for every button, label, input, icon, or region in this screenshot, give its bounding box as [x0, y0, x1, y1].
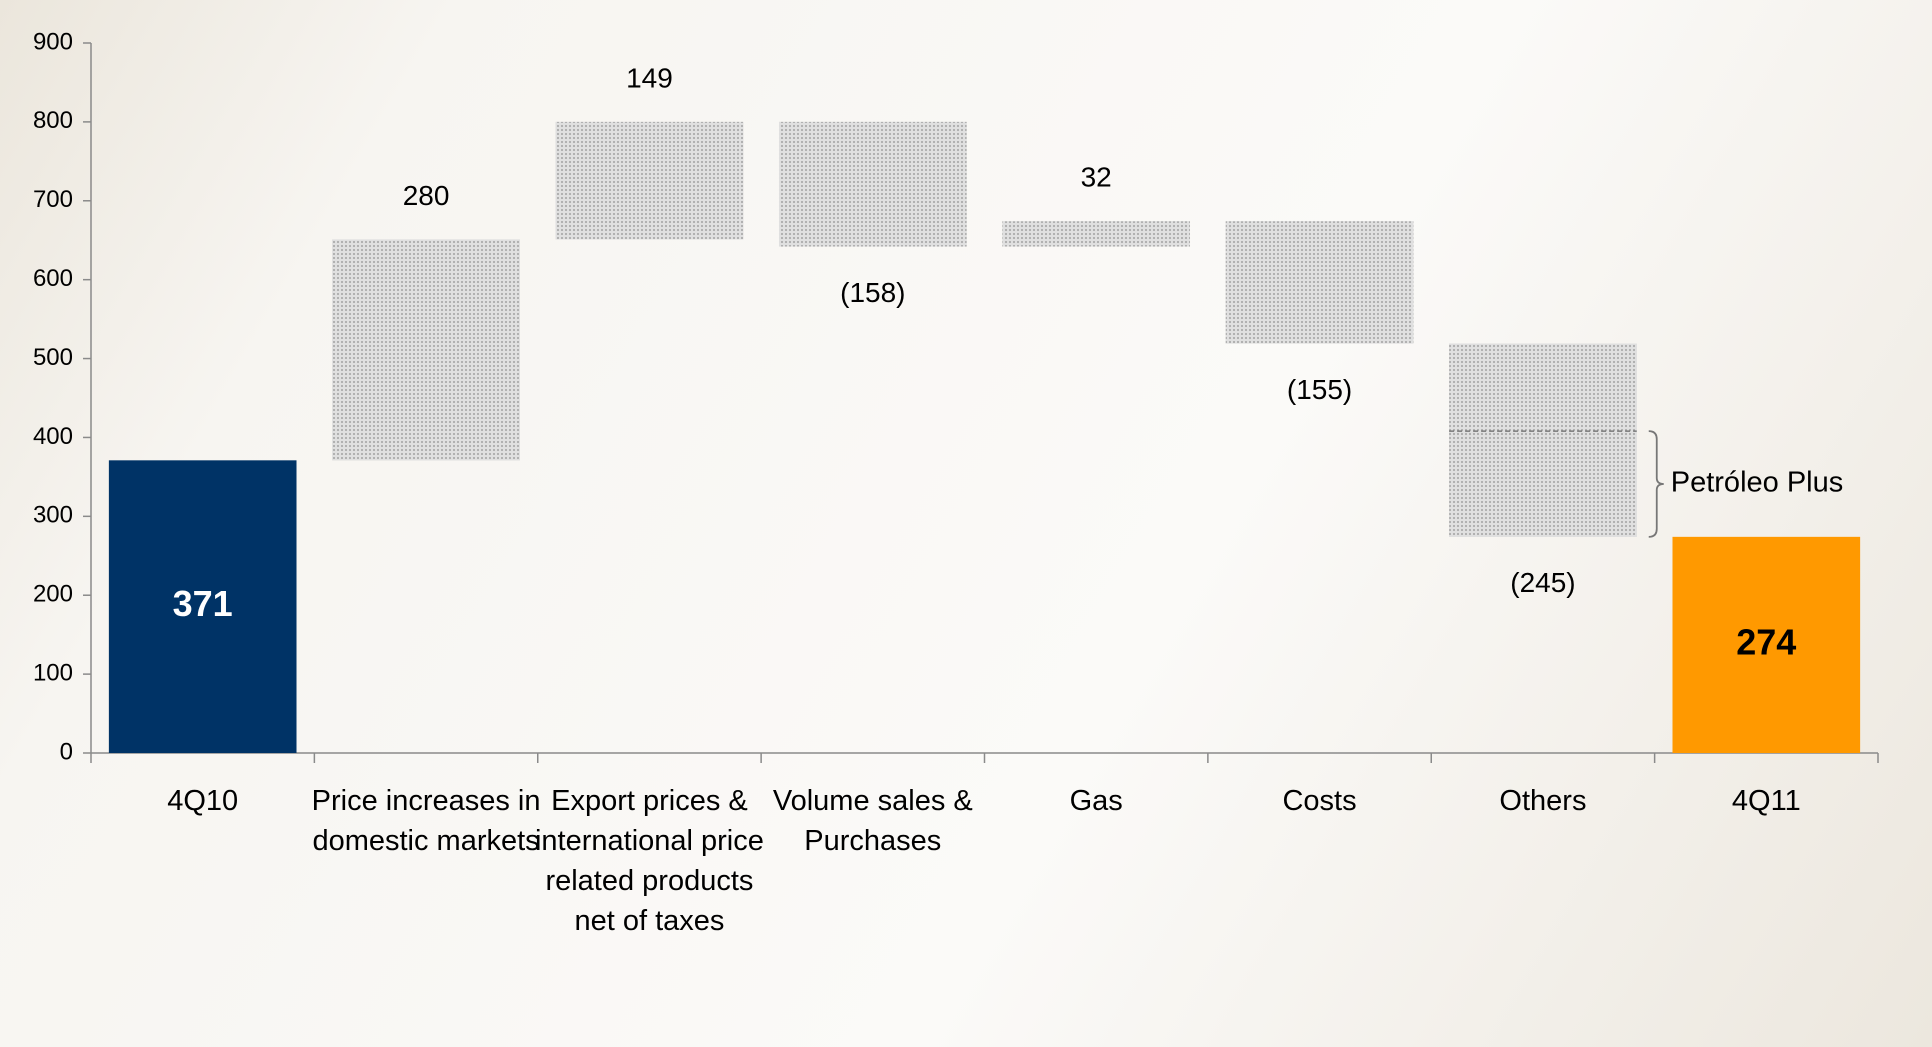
x-tick-label: Others [1499, 785, 1587, 817]
bar [1672, 536, 1861, 753]
value-label: 149 [626, 62, 673, 93]
value-label: (158) [840, 277, 905, 308]
bar [555, 121, 744, 240]
bar [1449, 343, 1637, 537]
value-label: 280 [403, 180, 450, 211]
annotation-text: Petróleo Plus [1671, 467, 1844, 499]
annotation-bracket [1648, 430, 1664, 538]
value-label: (245) [1510, 567, 1575, 598]
x-tick-label: Price increases in domestic markets [311, 785, 541, 857]
y-tick-label: 300 [33, 502, 73, 529]
value-label: 371 [173, 583, 233, 624]
bar [1225, 221, 1414, 344]
x-tick-label: 4Q11 [1731, 785, 1801, 817]
y-tick-label: 200 [33, 581, 73, 608]
x-tick-label: 4Q10 [167, 785, 239, 817]
y-tick-label: 900 [33, 28, 73, 55]
bar [332, 239, 520, 461]
y-tick-label: 700 [33, 186, 73, 213]
value-label: 274 [1736, 621, 1796, 662]
bar [778, 121, 967, 247]
y-tick-label: 100 [33, 659, 73, 686]
x-tick-label: Gas [1069, 785, 1123, 817]
bar [108, 460, 297, 753]
value-label: 32 [1081, 162, 1112, 193]
y-tick-label: 500 [33, 344, 73, 371]
bar [1002, 221, 1191, 247]
y-tick-label: 600 [33, 265, 73, 292]
x-tick-label: Costs [1282, 785, 1357, 817]
x-tick-label: Export prices & international price rela… [534, 785, 764, 937]
y-tick-label: 0 [60, 738, 73, 765]
y-tick-label: 400 [33, 423, 73, 450]
y-tick-label: 800 [33, 107, 73, 134]
x-tick-label: Volume sales & Purchases [772, 785, 973, 857]
value-label: (155) [1287, 374, 1352, 405]
